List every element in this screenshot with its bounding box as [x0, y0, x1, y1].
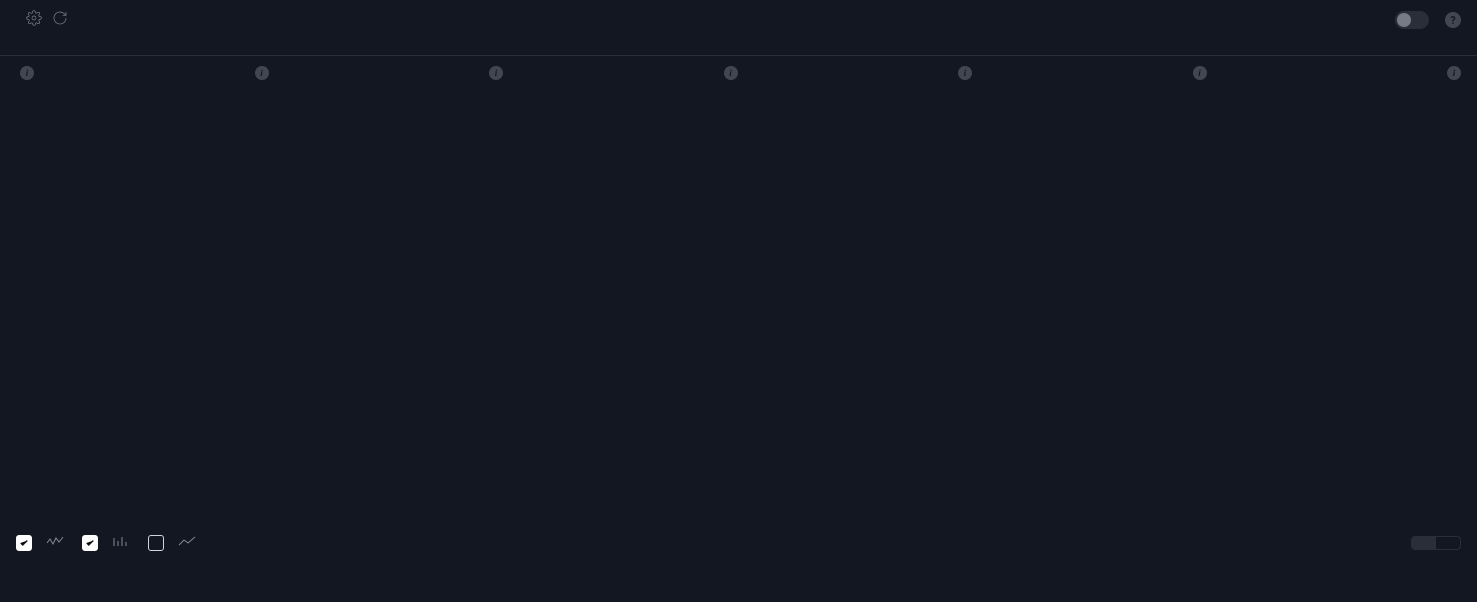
refresh-icon[interactable]: [52, 10, 68, 30]
drawdown-glyph-icon: [112, 535, 130, 551]
equity-glyph-icon: [46, 535, 64, 551]
info-icon[interactable]: [255, 66, 269, 80]
metric-net-profit: [16, 66, 251, 99]
checkbox-equity[interactable]: [16, 535, 64, 551]
scale-segmented: [1411, 536, 1461, 550]
metric-closed-trades: [251, 66, 486, 99]
equity-chart[interactable]: [16, 107, 1461, 527]
metric-avg-bars: [1423, 66, 1461, 99]
buyhold-glyph-icon: [178, 535, 196, 551]
info-icon[interactable]: [1193, 66, 1207, 80]
seg-absolute[interactable]: [1412, 537, 1436, 549]
metric-percent-profitable: [485, 66, 720, 99]
metric-profit-factor: [720, 66, 955, 99]
gear-icon[interactable]: [26, 10, 42, 30]
deep-backtesting-toggle[interactable]: [1395, 11, 1429, 29]
seg-percentage[interactable]: [1436, 537, 1460, 549]
checkbox-drawdown[interactable]: [82, 535, 130, 551]
info-icon[interactable]: [1447, 66, 1461, 80]
metric-avg-trade: [1189, 66, 1424, 99]
info-icon[interactable]: [489, 66, 503, 80]
checkbox-buy-hold[interactable]: [148, 535, 196, 551]
metric-max-drawdown: [954, 66, 1189, 99]
help-icon[interactable]: ?: [1445, 12, 1461, 28]
tab-bar: [0, 36, 1477, 56]
info-icon[interactable]: [20, 66, 34, 80]
info-icon[interactable]: [724, 66, 738, 80]
info-icon[interactable]: [958, 66, 972, 80]
